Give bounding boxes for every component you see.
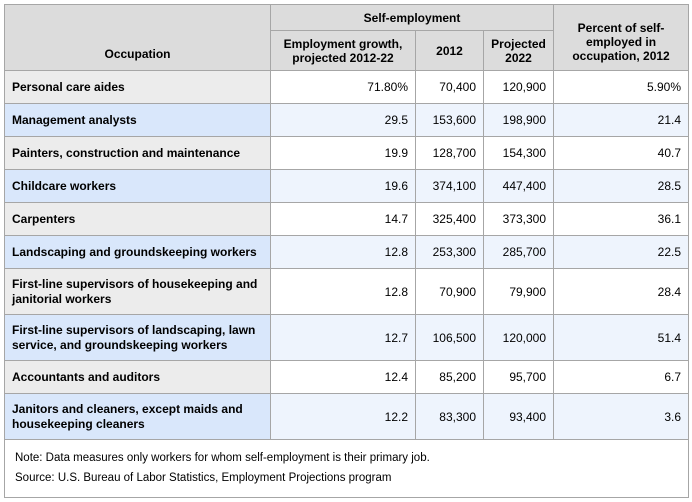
occupation-cell: Janitors and cleaners, except maids and …: [4, 393, 271, 440]
employment-2012-cell: 325,400: [415, 202, 484, 236]
percent-cell: 3.6: [553, 393, 690, 440]
occupation-cell: Management analysts: [4, 103, 271, 137]
employment-growth-header: Employment growth, projected 2012-22: [270, 30, 416, 71]
occupation-cell: Accountants and auditors: [4, 360, 271, 394]
occupation-cell: Carpenters: [4, 202, 271, 236]
employment-2022-cell: 154,300: [482, 136, 555, 170]
table-row: First-line supervisors of landscaping, l…: [4, 314, 690, 361]
employment-2012-cell: 128,700: [415, 136, 484, 170]
occupation-cell: Landscaping and groundskeeping workers: [4, 235, 271, 269]
growth-cell: 12.8: [270, 268, 416, 315]
employment-2012-cell: 85,200: [415, 360, 484, 394]
table-footer-row: Note: Data measures only workers for who…: [3, 439, 690, 498]
self-employment-table: Occupation Self-employment Percent of se…: [3, 4, 690, 498]
table-row: Landscaping and groundskeeping workers 1…: [4, 235, 690, 269]
employment-2022-cell: 79,900: [482, 268, 555, 315]
header-row-top: Occupation Self-employment Percent of se…: [4, 4, 690, 71]
percent-cell: 36.1: [553, 202, 690, 236]
employment-2012-cell: 70,400: [415, 70, 484, 104]
growth-cell: 19.6: [270, 169, 416, 203]
employment-2012-cell: 106,500: [415, 314, 484, 361]
growth-cell: 19.9: [270, 136, 416, 170]
employment-2022-cell: 120,900: [482, 70, 555, 104]
employment-2012-cell: 70,900: [415, 268, 484, 315]
growth-cell: 12.2: [270, 393, 416, 440]
growth-cell: 14.7: [270, 202, 416, 236]
percent-cell: 22.5: [553, 235, 690, 269]
growth-cell: 29.5: [270, 103, 416, 137]
percent-cell: 6.7: [553, 360, 690, 394]
occupation-cell: First-line supervisors of landscaping, l…: [4, 314, 271, 361]
year-2012-header: 2012: [415, 30, 484, 71]
percent-cell: 28.5: [553, 169, 690, 203]
table-footer-cell: Note: Data measures only workers for who…: [3, 439, 690, 498]
growth-cell: 71.80%: [270, 70, 416, 104]
table-source: Source: U.S. Bureau of Labor Statistics,…: [15, 472, 392, 484]
occupation-cell: Personal care aides: [4, 70, 271, 104]
percent-cell: 51.4: [553, 314, 690, 361]
table-row: Painters, construction and maintenance 1…: [4, 136, 690, 170]
growth-cell: 12.7: [270, 314, 416, 361]
growth-cell: 12.4: [270, 360, 416, 394]
percent-cell: 28.4: [553, 268, 690, 315]
employment-2012-cell: 83,300: [415, 393, 484, 440]
percent-cell: 40.7: [553, 136, 690, 170]
occupation-cell: First-line supervisors of housekeeping a…: [4, 268, 271, 315]
occupation-cell: Childcare workers: [4, 169, 271, 203]
employment-2012-cell: 253,300: [415, 235, 484, 269]
occupation-header: Occupation: [4, 4, 271, 71]
employment-2012-cell: 374,100: [415, 169, 484, 203]
employment-2022-cell: 95,700: [482, 360, 555, 394]
employment-2012-cell: 153,600: [415, 103, 484, 137]
percent-self-employed-header: Percent of self-employed in occupation, …: [553, 4, 690, 71]
occupation-cell: Painters, construction and maintenance: [4, 136, 271, 170]
employment-2022-cell: 447,400: [482, 169, 555, 203]
percent-cell: 21.4: [553, 103, 690, 137]
employment-2022-cell: 93,400: [482, 393, 555, 440]
table-row: Personal care aides 71.80% 70,400 120,90…: [4, 70, 690, 104]
employment-2022-cell: 285,700: [482, 235, 555, 269]
header-row-sub: Employment growth, projected 2012-22 201…: [5, 30, 689, 71]
employment-2022-cell: 198,900: [482, 103, 555, 137]
table-note: Note: Data measures only workers for who…: [15, 452, 430, 464]
table-row: Carpenters 14.7 325,400 373,300 36.1: [4, 202, 690, 236]
table-row: Childcare workers 19.6 374,100 447,400 2…: [4, 169, 690, 203]
projected-2022-header: Projected 2022: [482, 30, 555, 71]
self-employment-group-header: Self-employment: [269, 4, 555, 31]
table-row: Accountants and auditors 12.4 85,200 95,…: [4, 360, 690, 394]
employment-2022-cell: 373,300: [482, 202, 555, 236]
percent-cell: 5.90%: [553, 70, 690, 104]
table-row: Management analysts 29.5 153,600 198,900…: [4, 103, 690, 137]
table-row: Janitors and cleaners, except maids and …: [4, 393, 690, 440]
table-row: First-line supervisors of housekeeping a…: [4, 268, 690, 315]
growth-cell: 12.8: [270, 235, 416, 269]
employment-2022-cell: 120,000: [482, 314, 555, 361]
